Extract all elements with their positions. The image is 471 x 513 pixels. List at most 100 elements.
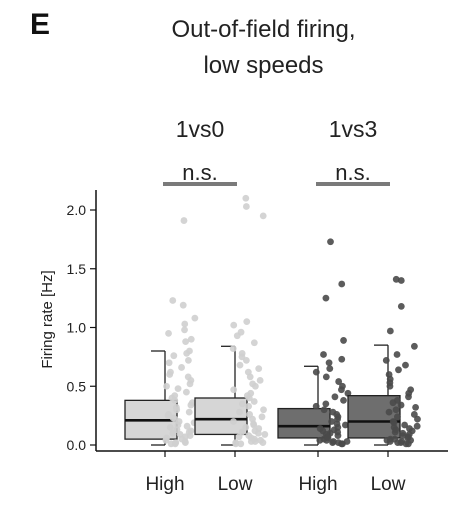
data-point — [233, 332, 241, 340]
chart-title-line-2: low speeds — [203, 52, 324, 79]
data-point — [171, 440, 179, 448]
data-point — [165, 359, 173, 367]
data-point — [382, 357, 390, 364]
x-tick-label: Low — [371, 474, 406, 495]
points-group — [312, 238, 352, 448]
data-point — [230, 418, 237, 425]
group-label: 1vs0 — [176, 116, 225, 142]
data-point — [392, 406, 400, 414]
data-point — [254, 429, 262, 437]
panel-letter: E — [30, 8, 51, 41]
points-group — [229, 194, 269, 448]
data-point — [187, 335, 195, 343]
data-point — [386, 382, 394, 390]
data-point — [242, 423, 250, 431]
data-point — [238, 400, 246, 408]
data-point — [341, 421, 349, 429]
data-point — [323, 436, 330, 444]
y-tick-label: 2.0 — [67, 202, 87, 218]
data-point — [322, 373, 330, 381]
data-point — [401, 421, 409, 429]
data-point — [340, 396, 347, 404]
data-point — [178, 364, 185, 371]
data-point — [174, 385, 182, 392]
y-tick-label: 1.5 — [67, 261, 87, 277]
data-point — [245, 402, 253, 410]
data-point — [236, 361, 244, 369]
group-label: 1vs3 — [329, 116, 378, 142]
data-point — [171, 396, 179, 404]
data-point — [397, 277, 405, 284]
data-point — [389, 399, 397, 407]
x-tick-label: High — [145, 474, 184, 495]
data-point — [335, 378, 343, 385]
y-tick-label: 0.0 — [67, 437, 87, 453]
data-point — [251, 438, 259, 445]
x-tick-label: High — [298, 474, 337, 495]
data-point — [386, 438, 394, 445]
data-point — [169, 429, 177, 437]
data-point — [250, 398, 258, 405]
data-point — [255, 365, 263, 373]
data-point — [322, 400, 330, 408]
data-point — [258, 413, 266, 421]
chart-title-line-1: Out-of-field firing, — [171, 16, 356, 43]
data-point — [402, 440, 410, 448]
data-point — [338, 355, 346, 363]
data-point — [325, 359, 333, 367]
data-point — [256, 376, 264, 384]
data-point — [169, 297, 177, 304]
data-point — [183, 349, 191, 357]
data-point — [385, 408, 393, 416]
significance-label: n.s. — [182, 160, 217, 185]
data-point — [229, 345, 237, 353]
data-point — [242, 357, 250, 364]
data-point — [235, 433, 243, 441]
data-point — [329, 439, 336, 447]
data-point — [243, 318, 251, 326]
data-point — [180, 217, 188, 224]
data-point — [397, 401, 405, 409]
data-point — [186, 380, 194, 388]
data-point — [164, 412, 172, 420]
data-point — [261, 431, 269, 438]
data-point — [413, 422, 421, 430]
data-point — [338, 386, 345, 394]
data-point — [320, 406, 328, 414]
points-group — [162, 217, 199, 448]
data-point — [331, 393, 339, 401]
data-point — [326, 365, 334, 373]
data-point — [260, 406, 267, 414]
data-point — [312, 402, 320, 410]
data-point — [230, 321, 238, 329]
data-point — [259, 439, 267, 447]
data-point — [232, 440, 240, 448]
y-tick-label: 1.0 — [67, 320, 87, 336]
data-point — [327, 238, 334, 246]
data-point — [410, 342, 418, 350]
data-point — [312, 368, 320, 376]
data-point — [340, 337, 347, 344]
data-point — [165, 329, 172, 337]
data-point — [250, 421, 258, 429]
data-point — [181, 439, 189, 447]
data-point — [338, 440, 346, 448]
data-point — [259, 212, 267, 220]
data-point — [183, 422, 191, 430]
data-point — [251, 382, 259, 390]
data-point — [386, 327, 394, 335]
data-point — [182, 338, 190, 345]
data-point — [316, 436, 324, 444]
data-point — [334, 432, 342, 439]
points-group — [382, 275, 421, 448]
data-point — [185, 408, 193, 416]
data-point — [394, 439, 402, 447]
y-axis-label: Firing rate [Hz] — [39, 270, 56, 368]
data-point — [187, 401, 195, 409]
data-point — [183, 388, 190, 396]
data-point — [191, 314, 199, 322]
data-point — [393, 351, 401, 358]
x-tick-label: Low — [218, 474, 253, 495]
data-point — [245, 394, 253, 402]
